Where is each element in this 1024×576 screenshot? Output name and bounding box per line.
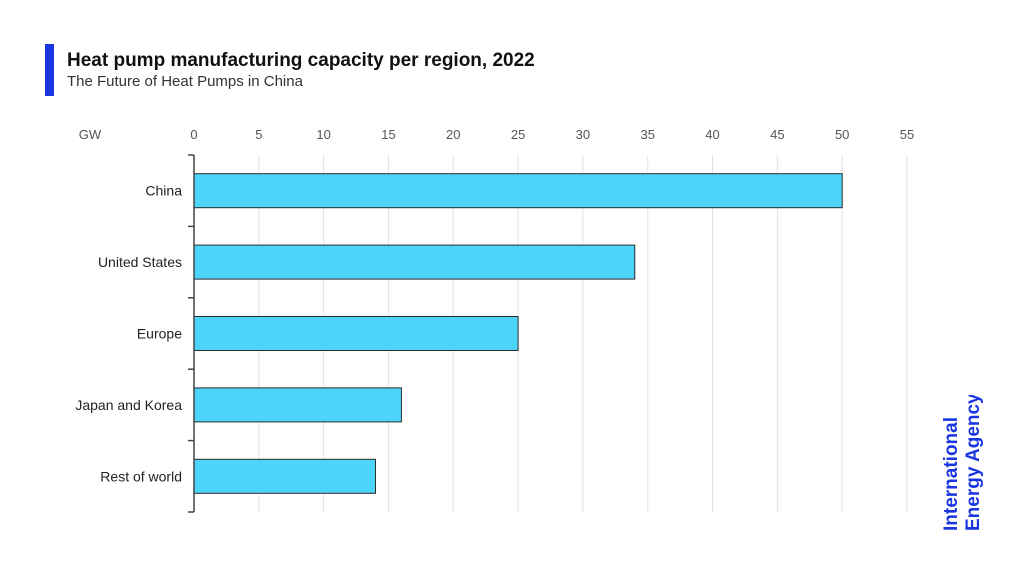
unit-label: GW — [79, 127, 102, 142]
x-tick-label: 40 — [705, 127, 719, 142]
bar — [193, 244, 636, 280]
category-label: United States — [98, 254, 182, 270]
x-tick-label: 20 — [446, 127, 460, 142]
category-label: China — [145, 183, 182, 199]
x-tick-label: 30 — [576, 127, 590, 142]
category-label: Europe — [137, 326, 182, 342]
x-tick-label: 10 — [316, 127, 330, 142]
iea-logo: International Energy Agency — [935, 393, 987, 535]
iea-logo-mark: International Energy Agency — [941, 393, 984, 531]
x-tick-label: 5 — [255, 127, 262, 142]
x-tick-label: 35 — [640, 127, 654, 142]
x-tick-label: 25 — [511, 127, 525, 142]
title-accent-bar — [45, 44, 54, 96]
chart-subtitle: The Future of Heat Pumps in China — [67, 73, 303, 90]
x-tick-label: 15 — [381, 127, 395, 142]
bar — [193, 173, 843, 209]
x-tick-label: 55 — [900, 127, 914, 142]
logo-line-1: International — [941, 417, 962, 531]
bar — [193, 387, 402, 423]
x-tick-label: 0 — [190, 127, 197, 142]
x-tick-label: 50 — [835, 127, 849, 142]
category-label: Japan and Korea — [75, 397, 182, 413]
x-tick-label: 45 — [770, 127, 784, 142]
chart-title: Heat pump manufacturing capacity per reg… — [67, 50, 535, 71]
category-label: Rest of world — [100, 468, 182, 484]
bar — [193, 458, 376, 494]
bar — [193, 316, 519, 351]
logo-line-2: Energy Agency — [963, 395, 984, 531]
